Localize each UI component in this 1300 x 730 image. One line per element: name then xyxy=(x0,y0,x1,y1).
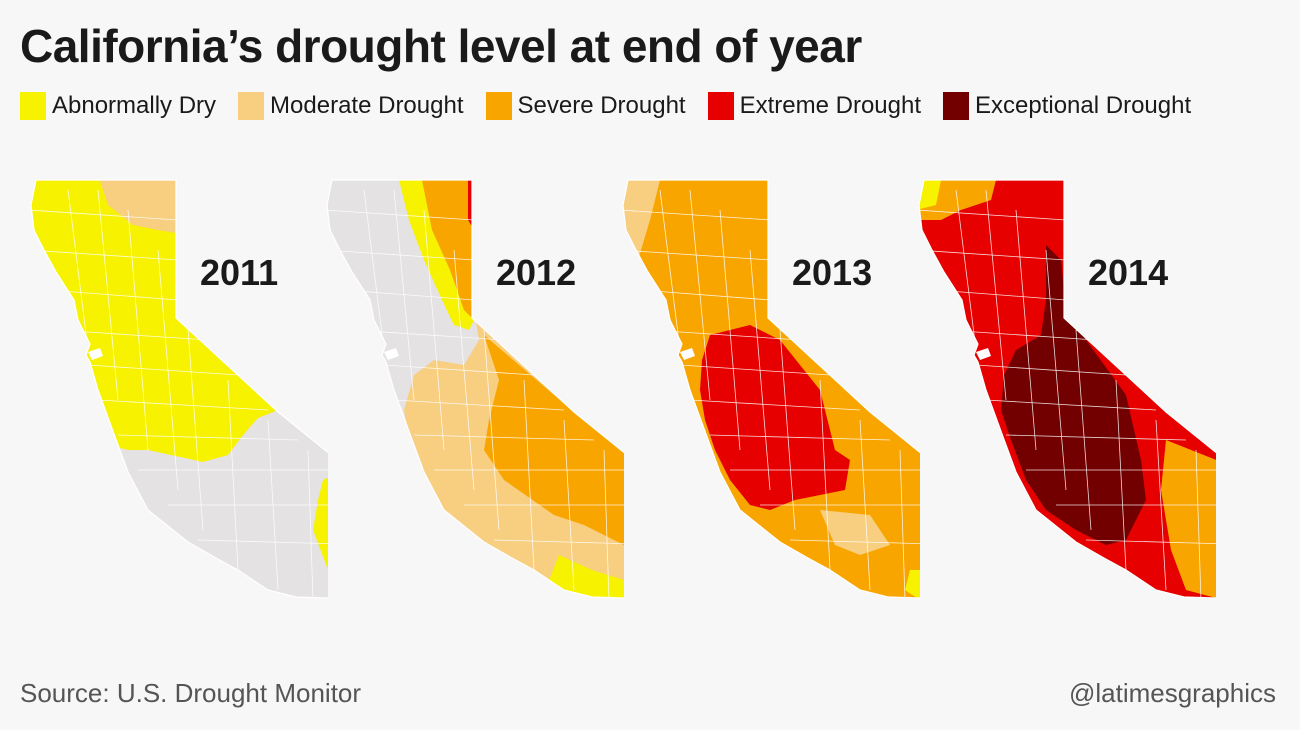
legend-swatch-severe-drought xyxy=(485,92,512,120)
legend-label-exceptional-drought: Exceptional Drought xyxy=(975,92,1192,119)
map-2011: 2011 xyxy=(28,150,328,630)
region-severe-drought xyxy=(484,335,624,545)
region-abnormally-dry xyxy=(31,180,328,462)
legend-item-exceptional-drought: Exceptional Drought xyxy=(943,92,1191,120)
map-year-label: 2013 xyxy=(792,252,873,293)
county-lines xyxy=(623,189,920,601)
map-2013: 2013 xyxy=(620,150,920,630)
map-year-label: 2012 xyxy=(496,252,577,293)
state-outline xyxy=(918,179,1216,599)
state-outline xyxy=(622,179,920,599)
legend-item-abnormally-dry: Abnormally Dry xyxy=(20,92,216,120)
map-year-label: 2014 xyxy=(1088,252,1169,293)
region-severe-drought-east xyxy=(1161,440,1216,598)
legend-swatch-abnormally-dry xyxy=(20,92,46,120)
map-2012: 2012 xyxy=(324,150,624,630)
legend-label-extreme-drought: Extreme Drought xyxy=(739,92,921,119)
california-map-2014 xyxy=(918,179,1216,602)
chart-title: California’s drought level at end of yea… xyxy=(20,20,862,72)
state-outline xyxy=(326,179,624,599)
legend-label-severe-drought: Severe Drought xyxy=(517,92,686,119)
legend-item-moderate-drought: Moderate Drought xyxy=(238,92,464,120)
region-moderate-drought xyxy=(98,180,188,235)
california-map-2012 xyxy=(326,179,624,602)
bay-area-water xyxy=(680,348,695,360)
legend-item-extreme-drought: Extreme Drought xyxy=(707,92,921,120)
region-extreme-drought xyxy=(700,325,850,510)
bay-area-water xyxy=(384,348,399,360)
region-severe-drought-north xyxy=(422,180,474,320)
legend-swatch-extreme-drought xyxy=(707,92,734,120)
california-map-2013 xyxy=(622,179,920,602)
county-lines xyxy=(327,189,624,601)
bay-area-water xyxy=(88,348,103,360)
map-2014: 2014 xyxy=(916,150,1216,630)
region-moderate-drought-south xyxy=(820,510,890,555)
county-lines xyxy=(919,189,1216,601)
county-lines xyxy=(31,189,328,601)
credit-handle: @latimesgraphics xyxy=(1068,678,1276,708)
source-note: Source: U.S. Drought Monitor xyxy=(20,678,362,708)
bay-area-water xyxy=(976,348,991,360)
california-map-2011 xyxy=(30,179,328,602)
legend-label-abnormally-dry: Abnormally Dry xyxy=(52,92,217,119)
state-outline xyxy=(30,179,328,599)
legend-swatch-exceptional-drought xyxy=(943,92,969,120)
legend-label-moderate-drought: Moderate Drought xyxy=(270,92,464,119)
legend-swatch-moderate-drought xyxy=(238,92,265,120)
legend: Abnormally Dry Moderate Drought Severe D… xyxy=(20,92,1290,120)
maps-row: 2011 xyxy=(0,150,1300,630)
map-year-label: 2011 xyxy=(200,252,279,293)
legend-item-severe-drought: Severe Drought xyxy=(485,92,686,120)
